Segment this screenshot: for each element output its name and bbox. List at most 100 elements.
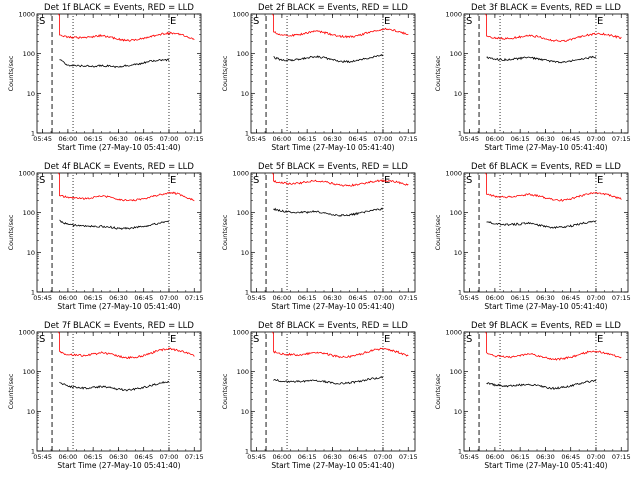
plot-frame: [250, 172, 416, 293]
lld-series-line: [485, 13, 622, 43]
plot-frame: [463, 13, 629, 134]
lld-series-line: [58, 13, 195, 42]
x-tick-label: 06:00: [486, 453, 505, 461]
end-marker: E: [597, 334, 603, 345]
end-marker: E: [170, 16, 176, 27]
events-series-line: [486, 220, 597, 229]
chart-title: Det 9f BLACK = Events, RED = LLD: [471, 321, 621, 331]
x-tick-label: 06:45: [348, 135, 367, 143]
y-tick-label: 10: [454, 408, 462, 416]
start-marker: S: [253, 334, 259, 345]
x-tick-label: 06:15: [511, 453, 530, 461]
chart-panel: Det 5f BLACK = Events, RED = LLD 1 10 100 10…: [221, 162, 418, 311]
x-axis-label: Start Time (27-May-10 05:41:40): [57, 143, 180, 152]
x-tick-label: 07:00: [160, 453, 179, 461]
chart-panel: Det 9f BLACK = Events, RED = LLD 1 10 100 10…: [434, 321, 631, 470]
x-tick-label: 07:15: [612, 135, 631, 143]
x-axis-label: Start Time (27-May-10 05:41:40): [271, 461, 394, 470]
x-tick-label: 07:00: [587, 453, 606, 461]
x-tick-label: 06:00: [273, 453, 292, 461]
y-tick-label: 1000: [445, 329, 462, 337]
events-series-line: [59, 219, 170, 231]
x-tick-label: 06:15: [511, 135, 530, 143]
x-tick-label: 06:15: [298, 294, 317, 302]
start-marker: S: [466, 334, 472, 345]
plot-frame: [250, 13, 416, 134]
end-marker: E: [597, 175, 603, 186]
chart-title: Det 1f BLACK = Events, RED = LLD: [44, 3, 194, 13]
x-axis-label: Start Time (27-May-10 05:41:40): [484, 302, 607, 311]
x-tick-label: 07:15: [399, 453, 418, 461]
x-tick-label: 05:45: [460, 294, 479, 302]
x-axis-label: Start Time (27-May-10 05:41:40): [271, 302, 394, 311]
events-series-line: [59, 380, 170, 392]
x-tick-label: 06:00: [59, 453, 78, 461]
x-tick-label: 07:00: [160, 135, 179, 143]
y-tick-label: 10: [454, 249, 462, 257]
x-tick-label: 05:45: [247, 294, 266, 302]
y-tick-label: 100: [450, 209, 462, 217]
x-tick-label: 06:45: [561, 453, 580, 461]
events-series-line: [486, 379, 597, 390]
chart-title: Det 6f BLACK = Events, RED = LLD: [471, 162, 621, 172]
y-tick-label: 100: [450, 50, 462, 58]
end-marker: E: [384, 16, 390, 27]
y-tick-label: 1000: [232, 329, 249, 337]
x-tick-label: 06:00: [486, 294, 505, 302]
x-axis-label: Start Time (27-May-10 05:41:40): [57, 461, 180, 470]
y-axis-label: Counts/sec: [434, 373, 442, 409]
y-tick-label: 100: [23, 368, 35, 376]
end-marker: E: [170, 175, 176, 186]
x-tick-label: 06:00: [59, 135, 78, 143]
y-tick-label: 100: [23, 50, 35, 58]
end-marker: E: [170, 334, 176, 345]
y-tick-label: 1: [245, 289, 249, 297]
lld-series-line: [485, 331, 622, 361]
y-tick-label: 10: [241, 90, 249, 98]
lld-series-line: [58, 172, 195, 202]
x-axis-label: Start Time (27-May-10 05:41:40): [271, 143, 394, 152]
end-marker: E: [384, 334, 390, 345]
x-tick-label: 07:00: [587, 294, 606, 302]
x-axis-label: Start Time (27-May-10 05:41:40): [484, 461, 607, 470]
y-tick-label: 1000: [232, 11, 249, 19]
start-marker: S: [39, 175, 45, 186]
y-tick-label: 1000: [18, 329, 35, 337]
x-tick-label: 07:15: [185, 453, 204, 461]
chart-title: Det 8f BLACK = Events, RED = LLD: [258, 321, 408, 331]
plot-frame: [36, 172, 202, 293]
x-tick-label: 06:45: [134, 453, 153, 461]
y-tick-label: 10: [27, 408, 35, 416]
x-tick-label: 06:30: [109, 453, 128, 461]
x-tick-label: 06:00: [486, 135, 505, 143]
y-tick-label: 10: [27, 90, 35, 98]
y-tick-label: 100: [237, 368, 249, 376]
chart-title: Det 7f BLACK = Events, RED = LLD: [44, 321, 194, 331]
x-tick-label: 07:15: [399, 294, 418, 302]
y-tick-label: 1: [458, 130, 462, 138]
y-tick-label: 1000: [18, 11, 35, 19]
x-tick-label: 05:45: [460, 135, 479, 143]
x-tick-label: 06:45: [134, 294, 153, 302]
x-tick-label: 06:30: [536, 135, 555, 143]
start-marker: S: [466, 175, 472, 186]
chart-title: Det 5f BLACK = Events, RED = LLD: [258, 162, 408, 172]
x-tick-label: 05:45: [460, 453, 479, 461]
y-tick-label: 1: [245, 448, 249, 456]
lld-series-line: [272, 331, 409, 359]
x-tick-label: 06:00: [273, 294, 292, 302]
x-tick-label: 07:00: [374, 294, 393, 302]
chart-panel: Det 2f BLACK = Events, RED = LLD 1 10 100 10…: [221, 3, 418, 152]
x-tick-label: 05:45: [33, 294, 52, 302]
plot-frame: [463, 172, 629, 293]
x-tick-label: 06:15: [511, 294, 530, 302]
chart-panel: Det 8f BLACK = Events, RED = LLD 1 10 100 10…: [221, 321, 418, 470]
x-tick-label: 05:45: [247, 135, 266, 143]
y-tick-label: 1000: [18, 170, 35, 178]
x-tick-label: 06:15: [298, 453, 317, 461]
end-marker: E: [384, 175, 390, 186]
x-axis-label: Start Time (27-May-10 05:41:40): [57, 302, 180, 311]
x-tick-label: 07:00: [374, 453, 393, 461]
y-axis-label: Counts/sec: [221, 214, 229, 250]
